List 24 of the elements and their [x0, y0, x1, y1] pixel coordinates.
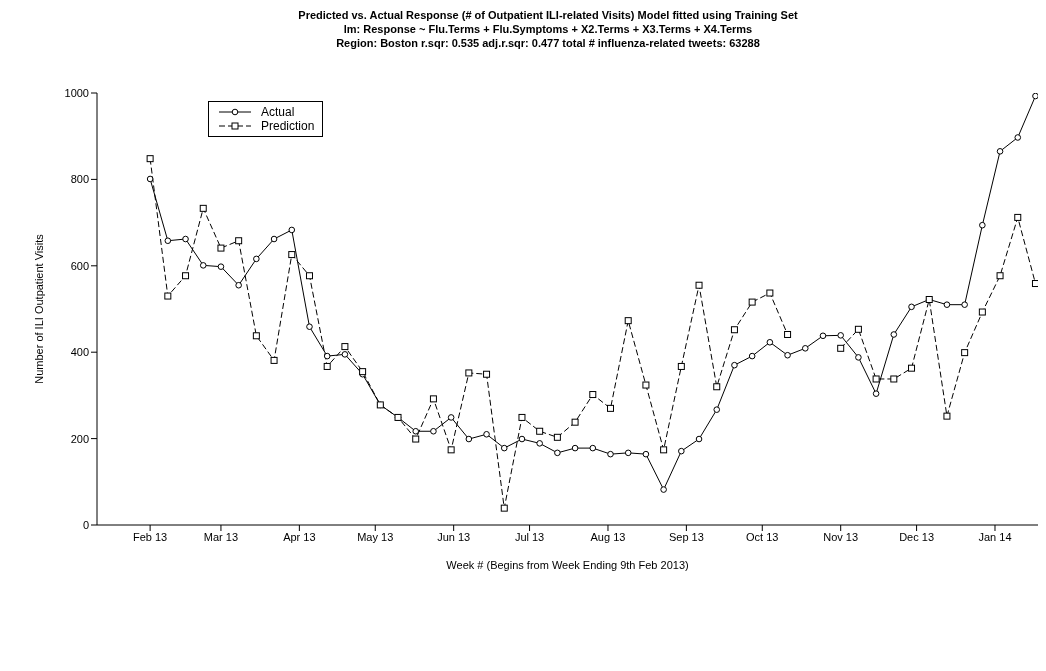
chart-subtitle: lm: Response ~ Flu.Terms + Flu.Symptoms + X2.Terms + X3.Terms + X4.Terms Region: Boston r.sqr: 0.535 adj.r.sqr: 0.477 total # influenza-related tweets: 63288: [335, 22, 761, 50]
x-tick-label: Dec 13: [899, 530, 935, 543]
chart-title: Predicted vs. Actual Response (# of Outpatient ILI-related Visits) Model fitted using Training Set: [297, 8, 799, 22]
y-axis-title: Number of ILI Outpatient Visits: [32, 233, 45, 384]
x-tick-label: Sep 13: [668, 530, 704, 543]
y-tick-label: 600: [70, 259, 89, 272]
x-tick-label: Oct 13: [746, 530, 779, 543]
x-tick-label: Aug 13: [590, 530, 626, 543]
y-tick-label: 0: [82, 518, 89, 531]
x-tick-label: Jul 13: [514, 530, 545, 543]
x-tick-label: Jun 13: [437, 530, 471, 543]
x-tick-label: Feb 13: [133, 530, 168, 543]
x-axis-title: Week # (Begins from Week Ending 9th Feb 2013): [446, 559, 689, 571]
x-tick-label: Jan 14: [978, 530, 1012, 543]
x-tick-label: Nov 13: [823, 530, 859, 543]
x-tick-label: May 13: [357, 530, 394, 543]
y-tick-label: 1000: [64, 86, 89, 99]
x-tick-label: Mar 13: [203, 530, 239, 543]
legend-label: Actual: [261, 105, 295, 119]
x-tick-label: Apr 13: [283, 530, 316, 543]
y-tick-label: 800: [70, 173, 89, 186]
legend-label: Prediction: [261, 119, 315, 133]
y-tick-label: 400: [70, 346, 89, 359]
y-tick-label: 200: [70, 432, 89, 445]
